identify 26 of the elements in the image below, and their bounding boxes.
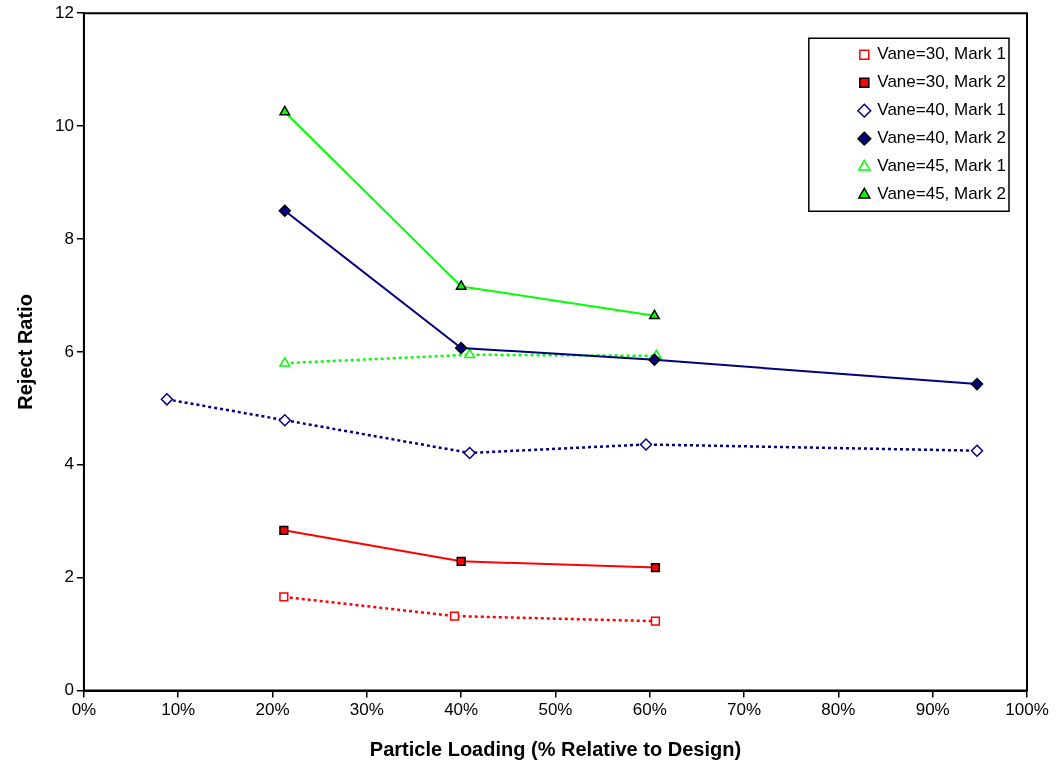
- y-tick-label: 8: [64, 228, 74, 248]
- legend-label: Vane=45, Mark 1: [877, 156, 1007, 176]
- legend-label: Vane=40, Mark 2: [877, 128, 1007, 148]
- legend-label: Vane=30, Mark 2: [877, 72, 1007, 92]
- x-tick-label: 10%: [161, 700, 196, 720]
- y-tick-label: 12: [54, 2, 74, 22]
- y-tick-label: 2: [64, 567, 74, 587]
- legend-label: Vane=30, Mark 1: [877, 44, 1007, 64]
- x-tick-label: 90%: [915, 700, 950, 720]
- x-tick-label: 0%: [71, 700, 97, 720]
- x-tick-label: 50%: [538, 700, 573, 720]
- legend-label: Vane=40, Mark 1: [877, 100, 1007, 120]
- x-axis-title: Particle Loading (% Relative to Design): [369, 737, 742, 760]
- x-tick-label: 70%: [727, 700, 762, 720]
- x-tick-label: 100%: [1005, 700, 1049, 720]
- y-tick-label: 6: [64, 341, 74, 361]
- y-tick-label: 10: [54, 115, 74, 135]
- y-tick-label: 0: [64, 680, 74, 700]
- y-axis-title: Reject Ratio: [13, 294, 36, 410]
- x-tick-label: 80%: [821, 700, 856, 720]
- legend-label: Vane=45, Mark 2: [877, 184, 1007, 204]
- x-tick-label: 20%: [255, 700, 290, 720]
- y-tick-label: 4: [64, 454, 74, 474]
- x-tick-label: 30%: [349, 700, 384, 720]
- x-tick-label: 60%: [632, 700, 667, 720]
- x-tick-label: 40%: [444, 700, 479, 720]
